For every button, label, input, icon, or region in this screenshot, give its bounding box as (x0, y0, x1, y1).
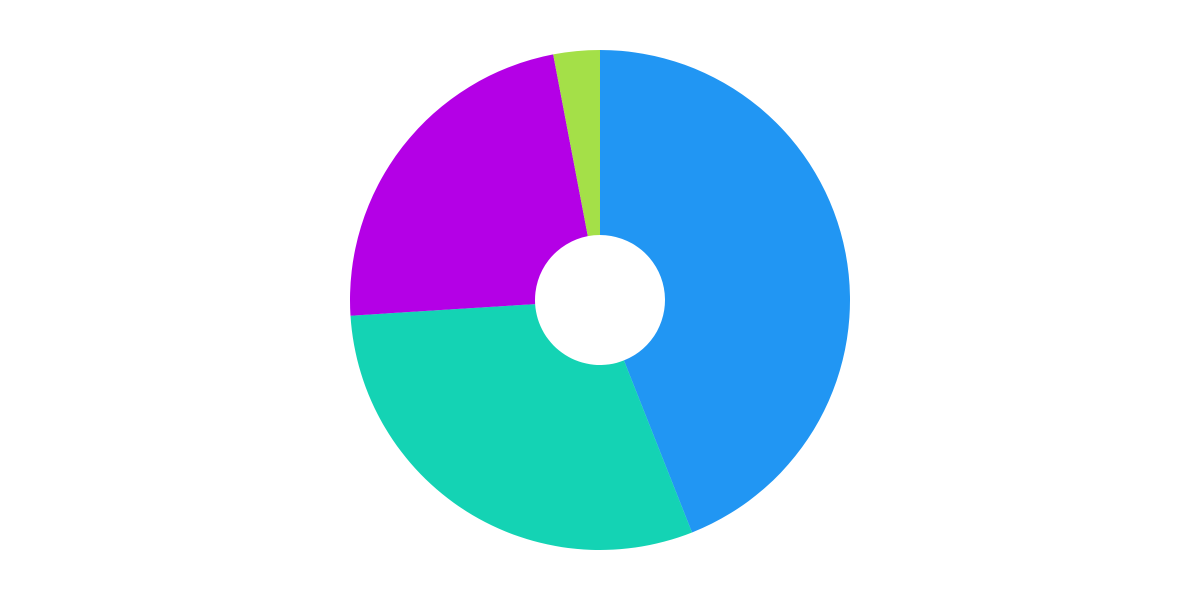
donut-chart (0, 0, 1200, 600)
donut-slice-2 (350, 54, 588, 315)
chart-container (0, 0, 1200, 600)
donut-slice-1 (350, 304, 692, 550)
